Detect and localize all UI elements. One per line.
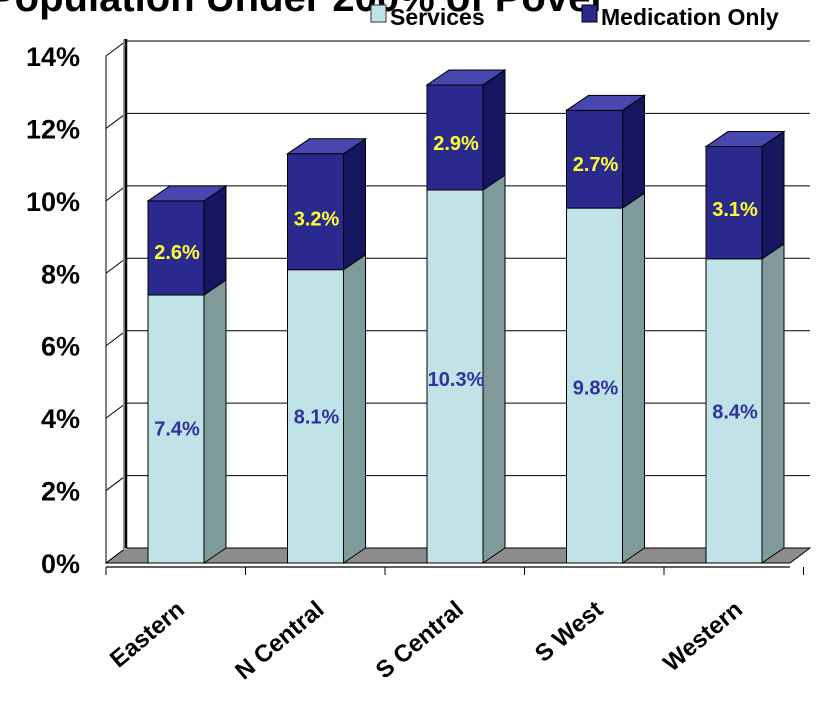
bar-medication-western <box>705 146 763 260</box>
legend: Services Medication Only <box>370 4 779 30</box>
y-tick-label: 12% <box>26 114 80 144</box>
bar-services-s-west <box>566 207 623 564</box>
bar-medication-n-central <box>287 153 344 271</box>
bar-top-n-central <box>285 138 368 155</box>
y-tick-label: 8% <box>41 259 80 289</box>
wall-tick <box>105 475 127 491</box>
data-label-medication-s-central: 2.9% <box>433 133 479 155</box>
bar-side-services-western <box>761 242 785 564</box>
bar-top-eastern <box>146 185 228 202</box>
bar-side-medication-s-west <box>622 94 645 210</box>
data-label-services-n-central: 8.1% <box>294 407 340 429</box>
wall-tick <box>105 113 127 129</box>
chart-title: Population Under 200% of Pover <box>0 0 606 20</box>
bar-medication-s-west <box>566 109 623 209</box>
wall-tick <box>105 402 127 419</box>
bar-side-medication-eastern <box>203 184 227 296</box>
data-label-medication-n-central: 3.2% <box>294 209 340 231</box>
y-tick-label: 10% <box>26 187 80 217</box>
bar-medication-s-central <box>426 84 484 191</box>
wall-tick <box>105 40 127 57</box>
y-tick-label: 0% <box>41 549 80 579</box>
x-tick-label-n-central: N Central <box>230 596 329 685</box>
bar-services-western <box>705 258 763 564</box>
y-tick-label: 4% <box>41 404 80 434</box>
bar-side-medication-s-central <box>482 69 506 191</box>
bar-top-s-central <box>425 69 507 86</box>
wall-tick <box>105 257 127 274</box>
data-label-services-eastern: 7.4% <box>154 419 200 441</box>
bar-side-medication-n-central <box>343 137 366 271</box>
wall-tick <box>105 185 127 202</box>
data-label-services-s-west: 9.8% <box>573 377 619 399</box>
legend-swatch-medication-only <box>581 4 598 23</box>
x-tick-label-western: Western <box>658 596 748 677</box>
legend-swatch-services <box>370 4 387 23</box>
x-tick-label-eastern: Eastern <box>105 596 190 673</box>
bar-side-services-n-central <box>343 253 366 564</box>
bar-side-services-eastern <box>203 279 227 564</box>
data-label-services-western: 8.4% <box>712 402 758 424</box>
bar-side-services-s-central <box>482 174 506 564</box>
data-label-medication-s-west: 2.7% <box>573 154 619 176</box>
y-tick-label: 2% <box>41 477 80 507</box>
legend-label-services: Services <box>390 4 485 30</box>
wall-tick <box>105 330 127 347</box>
data-label-services-s-central: 10.3% <box>428 369 485 391</box>
y-tick-label: 6% <box>41 332 80 362</box>
data-label-medication-eastern: 2.6% <box>154 242 200 264</box>
y-tick-label: 14% <box>26 42 80 72</box>
bar-top-s-west <box>564 94 647 111</box>
data-label-medication-western: 3.1% <box>712 199 758 221</box>
x-tick-label-s-west: S West <box>530 596 608 668</box>
legend-label-medication-only: Medication Only <box>601 4 779 30</box>
bar-side-services-s-west <box>622 192 645 564</box>
bar-side-medication-western <box>761 130 785 260</box>
x-tick-label-s-central: S Central <box>371 596 469 684</box>
bar-top-western <box>704 131 786 148</box>
